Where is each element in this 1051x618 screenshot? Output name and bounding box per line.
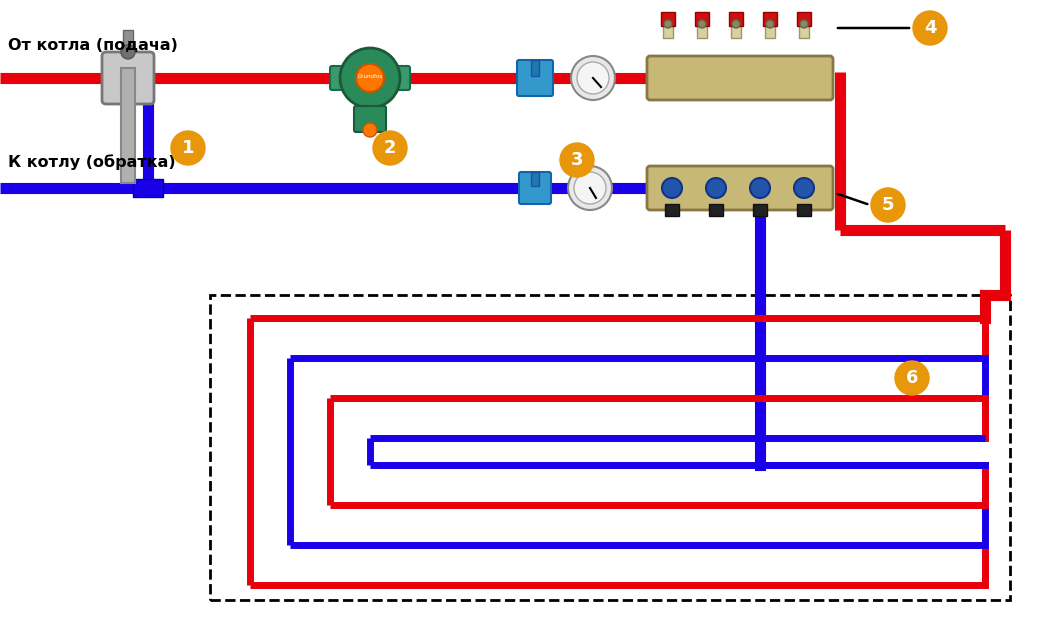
Bar [531, 60, 539, 76]
Bar [133, 179, 163, 197]
Circle shape [766, 20, 774, 28]
Circle shape [121, 45, 135, 59]
Bar [697, 16, 707, 38]
FancyBboxPatch shape [519, 172, 551, 204]
Circle shape [171, 131, 205, 165]
Circle shape [794, 178, 815, 198]
Circle shape [731, 20, 740, 28]
Bar [661, 12, 675, 26]
Circle shape [363, 123, 377, 137]
Bar [695, 12, 709, 26]
Text: 6: 6 [906, 369, 919, 387]
Circle shape [913, 11, 947, 45]
Circle shape [568, 166, 612, 210]
Circle shape [750, 178, 770, 198]
Circle shape [662, 178, 682, 198]
Bar [797, 12, 811, 26]
Bar [763, 12, 777, 26]
Circle shape [356, 64, 384, 92]
FancyBboxPatch shape [517, 60, 553, 96]
Circle shape [698, 20, 706, 28]
FancyBboxPatch shape [647, 166, 833, 210]
Bar [531, 172, 539, 186]
Text: Grundfos: Grundfos [357, 74, 383, 78]
Bar [753, 204, 767, 216]
Text: 2: 2 [384, 139, 396, 157]
Circle shape [341, 48, 400, 108]
FancyBboxPatch shape [102, 52, 154, 104]
FancyBboxPatch shape [123, 30, 133, 54]
Circle shape [800, 20, 808, 28]
Circle shape [895, 361, 929, 395]
FancyBboxPatch shape [647, 56, 833, 100]
Bar [709, 204, 723, 216]
Circle shape [571, 56, 615, 100]
Text: 5: 5 [882, 196, 894, 214]
Bar [797, 204, 811, 216]
Circle shape [664, 20, 672, 28]
Circle shape [577, 62, 609, 94]
Bar [731, 16, 741, 38]
FancyBboxPatch shape [330, 66, 410, 90]
FancyBboxPatch shape [121, 68, 135, 183]
Text: 3: 3 [571, 151, 583, 169]
Text: От котла (подача): От котла (подача) [8, 38, 178, 54]
Circle shape [560, 143, 594, 177]
Circle shape [706, 178, 726, 198]
Text: К котлу (обратка): К котлу (обратка) [8, 154, 176, 170]
FancyBboxPatch shape [354, 106, 386, 132]
Bar [210, 295, 1010, 600]
Circle shape [373, 131, 407, 165]
Bar [765, 16, 775, 38]
Bar [663, 16, 673, 38]
Circle shape [574, 172, 606, 204]
Text: 1: 1 [182, 139, 194, 157]
Bar [799, 16, 809, 38]
Circle shape [871, 188, 905, 222]
Text: 4: 4 [924, 19, 936, 37]
Bar [665, 204, 679, 216]
Bar [729, 12, 743, 26]
